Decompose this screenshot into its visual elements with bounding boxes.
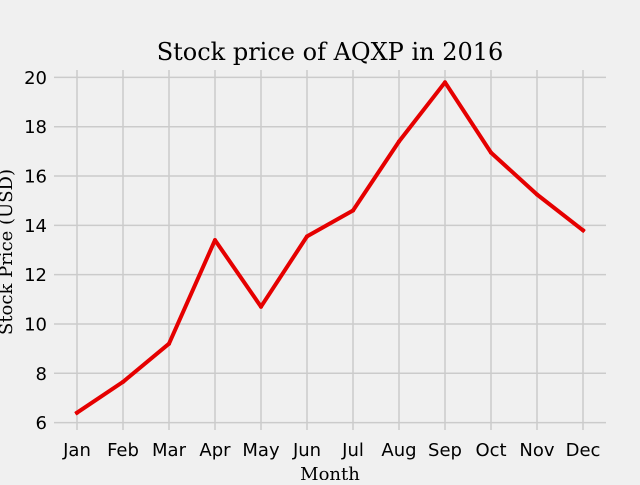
data-point [351, 208, 355, 213]
grid [54, 70, 606, 430]
series-line [74, 80, 586, 416]
data-point [75, 410, 79, 415]
y-tick-label: 16 [24, 167, 47, 188]
y-tick-label: 6 [36, 413, 47, 434]
x-tick-label: Sep [428, 440, 462, 461]
data-point [397, 139, 401, 144]
series-layer [74, 80, 586, 416]
data-point [443, 80, 447, 85]
data-point [535, 192, 539, 197]
x-tick-label: Mar [152, 440, 187, 461]
x-tick-label: Dec [566, 440, 601, 461]
x-tick-label: May [242, 440, 280, 461]
x-tick-label: Apr [199, 440, 231, 461]
y-tick-label: 12 [24, 265, 47, 286]
y-tick-label: 14 [24, 216, 47, 237]
x-tick-label: Nov [519, 440, 554, 461]
data-point [167, 341, 171, 346]
chart-title: Stock price of AQXP in 2016 [157, 38, 504, 66]
data-point [581, 228, 585, 233]
data-point [121, 379, 125, 384]
y-tick-label: 18 [24, 117, 47, 138]
x-axis-ticks: Jan Feb Mar Apr May Jun Jul Aug Sep Oct Nov Dec [62, 440, 600, 461]
y-tick-label: 20 [24, 68, 47, 89]
data-point [259, 304, 263, 309]
y-axis-label: Stock Price (USD) [0, 169, 17, 335]
data-point [213, 238, 217, 243]
y-axis-ticks: 6 8 10 12 14 16 18 20 [24, 68, 47, 434]
x-tick-label: Oct [475, 440, 506, 461]
x-tick-label: Feb [107, 440, 139, 461]
data-point [305, 234, 309, 239]
y-tick-label: 10 [24, 314, 47, 335]
x-tick-label: Jan [62, 440, 91, 461]
y-tick-label: 8 [36, 364, 47, 385]
x-tick-label: Aug [381, 440, 416, 461]
data-point [489, 150, 493, 155]
x-axis-label: Month [300, 464, 360, 480]
x-tick-label: Jun [292, 440, 321, 461]
x-tick-label: Jul [341, 440, 364, 461]
